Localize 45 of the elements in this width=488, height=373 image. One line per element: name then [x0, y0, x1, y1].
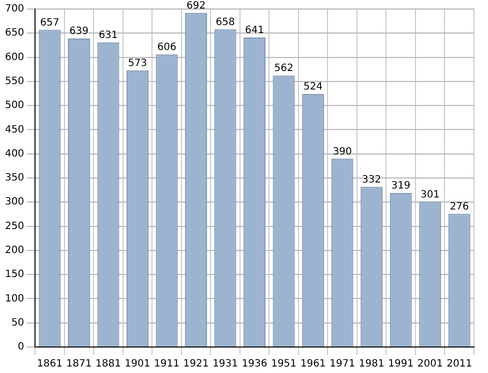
- data-label: 562: [274, 63, 294, 74]
- x-tick-label: 1951: [271, 358, 297, 370]
- x-tick-label: 1861: [36, 358, 62, 370]
- x-tick-label: 1991: [388, 358, 414, 370]
- data-label: 319: [391, 180, 410, 192]
- x-tick-label: 2011: [446, 358, 472, 370]
- y-tick-label: 200: [4, 245, 24, 256]
- data-label: 573: [128, 58, 148, 69]
- y-tick-label: 100: [4, 293, 24, 304]
- data-label: 524: [304, 82, 323, 93]
- y-tick-label: 300: [4, 196, 24, 208]
- x-tick-label: 1936: [242, 358, 268, 370]
- y-tick-label: 600: [4, 52, 24, 63]
- y-tick-label: 400: [4, 148, 24, 160]
- y-tick-label: 550: [4, 76, 24, 88]
- y-tick-label: 50: [11, 317, 24, 328]
- y-tick-label: 350: [4, 172, 24, 184]
- data-label: 332: [362, 174, 382, 186]
- x-tick-label: 1971: [330, 358, 356, 370]
- y-tick-label: 650: [4, 28, 24, 39]
- data-label: 639: [69, 26, 89, 38]
- data-label: 692: [186, 0, 206, 12]
- data-label: 641: [244, 25, 264, 36]
- x-tick-label: 1881: [96, 358, 121, 370]
- x-tick-label: 1911: [154, 358, 180, 370]
- x-tick-label: 2001: [417, 358, 443, 370]
- data-label: 276: [450, 201, 469, 212]
- data-label: 657: [40, 17, 60, 28]
- y-tick-label: 450: [4, 124, 24, 136]
- y-tick-label: 150: [4, 269, 24, 280]
- data-label: 301: [420, 189, 440, 200]
- data-label: 606: [157, 42, 176, 53]
- y-tick-label: 0: [18, 342, 24, 353]
- data-label: 631: [98, 30, 118, 41]
- x-tick-label: 1921: [183, 358, 209, 370]
- y-tick-label: 500: [4, 100, 24, 112]
- x-tick-label: 1871: [66, 358, 92, 370]
- x-tick-label: 1931: [212, 358, 238, 370]
- y-tick-label: 700: [4, 4, 24, 15]
- x-tick-label: 1981: [358, 358, 384, 370]
- x-tick-label: 1901: [124, 358, 150, 370]
- y-tick-label: 250: [4, 220, 24, 232]
- data-label: 658: [216, 16, 235, 28]
- x-tick-label: 1961: [300, 358, 326, 370]
- data-label: 390: [332, 146, 352, 158]
